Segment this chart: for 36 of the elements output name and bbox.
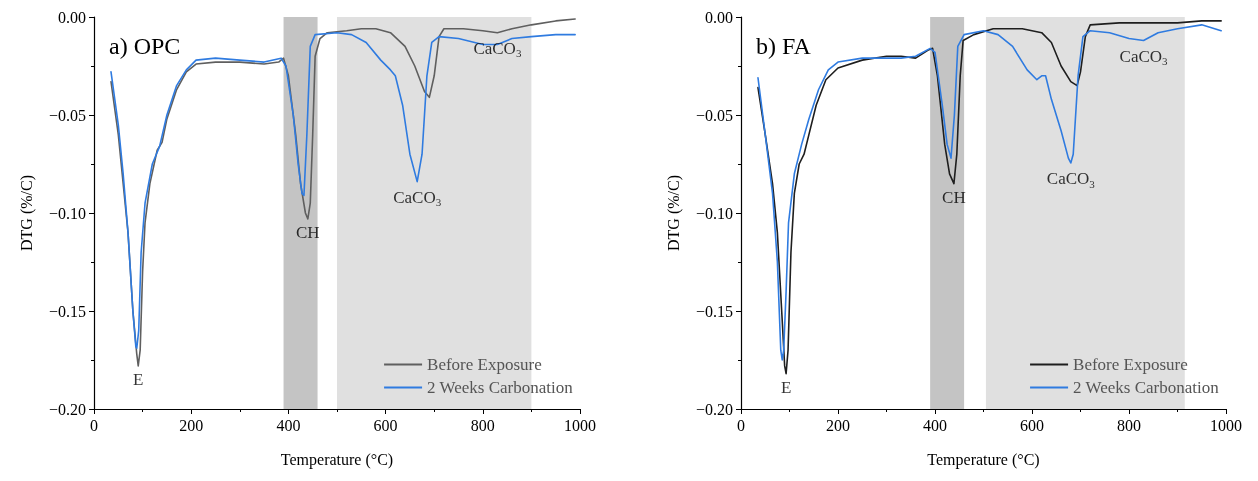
y-tick-label: −0.10 bbox=[695, 204, 733, 222]
x-tick-label: 600 bbox=[1020, 416, 1044, 434]
y-tick-label: −0.15 bbox=[695, 302, 733, 320]
y-tick-label: 0.00 bbox=[705, 8, 733, 26]
annotation: CH bbox=[296, 222, 320, 242]
y-tick-label: −0.20 bbox=[695, 400, 733, 418]
y-axis-title: DTG (%/C) bbox=[17, 175, 36, 251]
y-tick-label: −0.10 bbox=[48, 204, 86, 222]
x-tick-label: 200 bbox=[179, 416, 204, 434]
text: b) FA bbox=[756, 33, 812, 59]
y-axis-title: DTG (%/C) bbox=[664, 175, 683, 251]
legend-label: Before Exposure bbox=[1073, 355, 1188, 374]
legend-label: 2 Weeks Carbonation bbox=[427, 378, 574, 397]
y-tick-label: −0.15 bbox=[48, 302, 86, 320]
y-tick-label: −0.05 bbox=[48, 106, 86, 124]
y-tick-label: −0.05 bbox=[695, 106, 733, 124]
annotation: CH bbox=[942, 187, 966, 207]
x-tick-label: 400 bbox=[923, 416, 947, 434]
legend-label: 2 Weeks Carbonation bbox=[1073, 378, 1220, 397]
legend-label: Before Exposure bbox=[427, 355, 542, 374]
y-tick-label: −0.20 bbox=[48, 400, 86, 418]
x-tick-label: 1000 bbox=[564, 416, 596, 434]
annotation: E bbox=[133, 369, 144, 389]
y-tick-label: 0.00 bbox=[58, 8, 86, 26]
x-tick-label: 0 bbox=[90, 416, 98, 434]
x-tick-label: 400 bbox=[276, 416, 301, 434]
text: a) OPC bbox=[109, 33, 181, 59]
x-tick-label: 800 bbox=[1117, 416, 1141, 434]
x-tick-label: 1000 bbox=[1210, 416, 1242, 434]
x-tick-label: 800 bbox=[470, 416, 495, 434]
x-axis-title: Temperature (°C) bbox=[280, 450, 394, 469]
x-axis-title: Temperature (°C) bbox=[927, 450, 1040, 469]
x-tick-label: 200 bbox=[826, 416, 850, 434]
x-tick-label: 0 bbox=[737, 416, 745, 434]
x-tick-label: 600 bbox=[373, 416, 398, 434]
annotation: E bbox=[780, 377, 792, 397]
